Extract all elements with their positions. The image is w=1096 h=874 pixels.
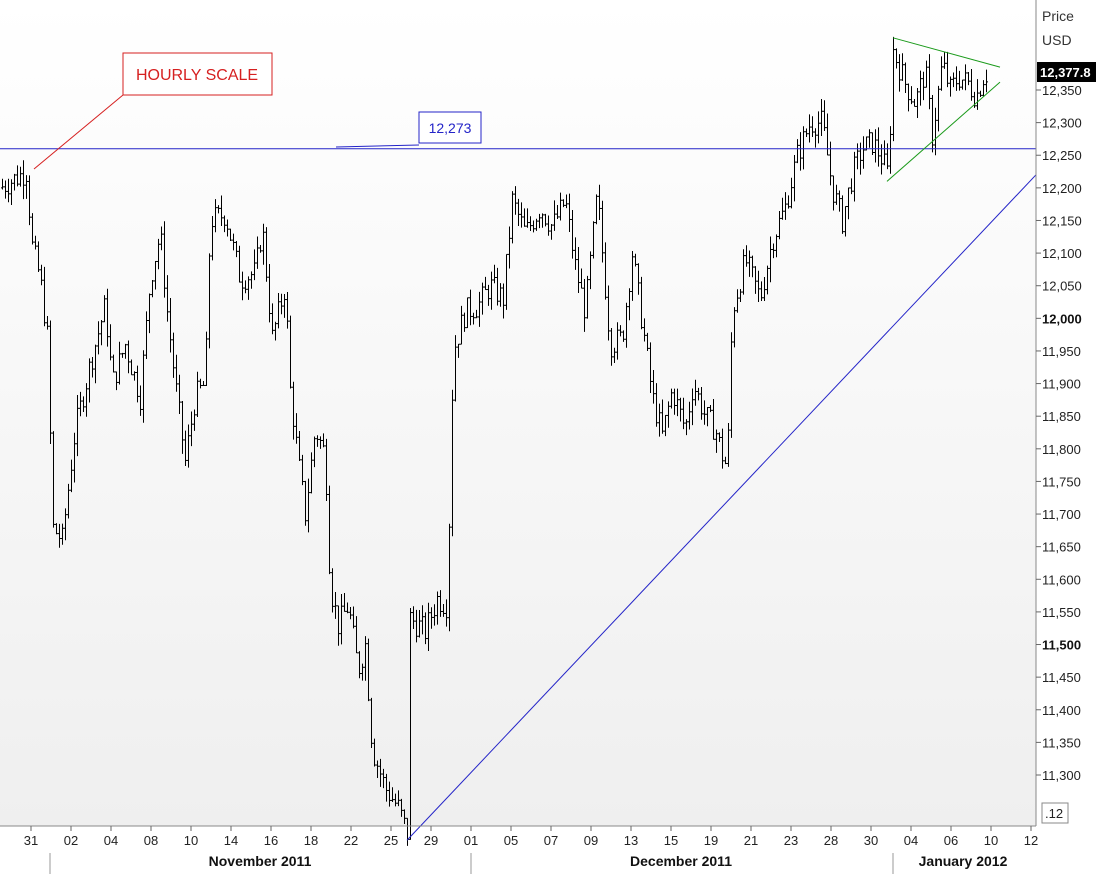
candles-layer [1,36,988,846]
x-tick-label: 22 [344,833,358,848]
y-tick-label: 11,950 [1042,344,1081,359]
y-tick-label: 11,850 [1042,409,1081,424]
y-tick-label: 12,000 [1042,311,1082,326]
x-tick-label: 05 [504,833,518,848]
x-tick-label: 19 [704,833,718,848]
x-tick-label: 01 [464,833,478,848]
x-tick-label: 08 [144,833,158,848]
y-tick-label: 12,300 [1042,116,1082,131]
y-tick-label: 11,550 [1042,605,1081,620]
hourly-scale-box [122,52,273,96]
y-tick-label: 11,450 [1042,670,1081,685]
y-tick-label: 11,700 [1042,507,1081,522]
y-tick-label: 11,500 [1042,638,1081,653]
y-tick-label: 11,600 [1042,572,1081,587]
price-axis-title: Price [1042,8,1074,24]
hourly-scale-pointer [33,94,124,170]
y-tick-label: 11,350 [1042,735,1081,750]
x-tick-label: 07 [544,833,558,848]
x-tick-label: 25 [384,833,398,848]
currency-label: USD [1042,32,1072,48]
x-tick-label: 10 [984,833,998,848]
x-tick-label: 23 [784,833,798,848]
last-price-tag: 12,377.8 [1040,65,1091,80]
triangle-upper-line [892,37,1001,68]
y-tick-label: 11,300 [1042,768,1081,783]
x-tick-label: 02 [64,833,78,848]
x-tick-label: 13 [624,833,638,848]
uptrend-line [406,174,1037,841]
x-tick-label: 12 [1024,833,1038,848]
x-tick-label: 31 [24,833,38,848]
price-axis: 11,300 11,350 11,400 11,450 11,500 11,550 11,6… [1036,83,1082,783]
x-tick-label: 10 [184,833,198,848]
time-axis: 31 02 04 08 10 14 16 18 22 25 29 01 05 07 09 13 15 19 21 23… [24,826,1038,874]
y-tick-label: 11,400 [1042,703,1081,718]
x-tick-label: 09 [584,833,598,848]
month-label: December 2011 [630,853,732,869]
lines-layer [0,37,1037,841]
x-tick-label: 30 [864,833,878,848]
x-tick-label: 18 [304,833,318,848]
y-tick-label: 12,100 [1042,246,1082,261]
y-tick-label: 11,750 [1042,474,1081,489]
level-label: 12,273 [429,120,472,136]
hourly-scale-note: HOURLY SCALE [136,67,258,84]
x-tick-label: 06 [944,833,958,848]
y-tick-label: 12,150 [1042,213,1082,228]
corner-label: .12 [1045,806,1063,821]
annotations-layer: HOURLY SCALE 12,273 [33,52,482,170]
x-tick-label: 15 [664,833,678,848]
y-tick-label: 12,250 [1042,148,1082,163]
y-tick-label: 12,050 [1042,279,1082,294]
month-label: November 2011 [209,853,312,869]
month-label: January 2012 [919,853,1008,869]
y-tick-label: 11,900 [1042,377,1081,392]
y-tick-label: 11,800 [1042,442,1081,457]
x-tick-label: 29 [424,833,438,848]
x-tick-label: 21 [744,833,758,848]
level-label-pointer [335,144,420,148]
triangle-lower-line [886,81,1001,182]
y-tick-label: 12,350 [1042,83,1082,98]
last-price-tag-bg [1037,62,1096,82]
x-tick-label: 16 [264,833,278,848]
y-tick-label: 11,650 [1042,540,1081,555]
x-tick-label: 04 [904,833,918,848]
x-tick-label: 28 [824,833,838,848]
level-label-box [418,111,482,144]
x-tick-label: 14 [224,833,238,848]
x-tick-label: 04 [104,833,118,848]
y-tick-label: 12,200 [1042,181,1082,196]
plot-background [0,0,1036,826]
corner-box [1041,802,1069,824]
